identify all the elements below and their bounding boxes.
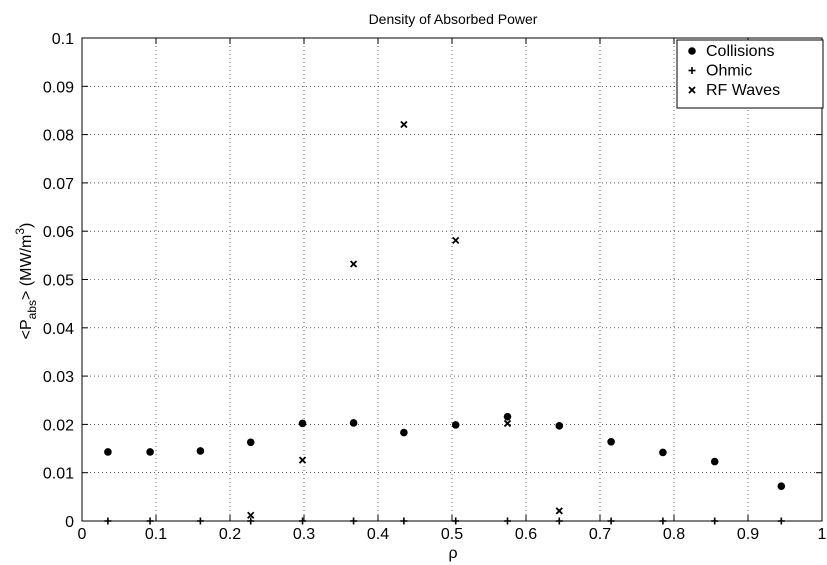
legend-item-ohmic-marker bbox=[688, 67, 696, 74]
y-axis-label-prefix: <P bbox=[18, 319, 35, 339]
rf-waves-point-b bbox=[349, 260, 358, 268]
ohmic-point bbox=[555, 517, 563, 525]
legend-box bbox=[676, 39, 824, 109]
y-axis-label-subscript: abs bbox=[25, 300, 39, 319]
y-tick-label: 0.05 bbox=[43, 273, 74, 290]
rf-waves-point bbox=[349, 260, 358, 268]
x-tick-label: 0.9 bbox=[737, 526, 759, 543]
ohmic-point bbox=[504, 517, 511, 525]
rf-waves-point bbox=[503, 419, 512, 428]
rf-waves-point-b bbox=[555, 507, 563, 515]
rf-waves-point-b bbox=[503, 419, 512, 428]
data-marks-layer bbox=[104, 120, 786, 525]
rf-waves-point-b bbox=[400, 120, 408, 129]
x-tick-label: 0.4 bbox=[367, 526, 389, 543]
ohmic-point bbox=[247, 517, 255, 525]
collisions-point bbox=[451, 421, 460, 429]
x-tick-label: 0.7 bbox=[589, 526, 611, 543]
chart-title: Density of Absorbed Power bbox=[369, 11, 538, 27]
legend-item-rf-waves-label: RF Waves bbox=[706, 82, 780, 99]
rf-waves-point-b bbox=[247, 511, 255, 519]
ohmic-point bbox=[196, 517, 204, 525]
collisions-point bbox=[246, 438, 255, 447]
x-tick-label: 0.2 bbox=[219, 526, 241, 543]
x-tick-label: 0.6 bbox=[515, 526, 537, 543]
y-tick-label: 0.02 bbox=[43, 417, 74, 434]
legend: Collisions Ohmic RF Waves bbox=[676, 39, 824, 109]
y-axis-label: <Pabs> (MW/m3) bbox=[13, 223, 39, 340]
rf-waves-point bbox=[298, 456, 307, 464]
y-axis-label-suffix: ) bbox=[18, 223, 35, 228]
x-tick-label: 0.3 bbox=[293, 526, 315, 543]
collisions-point bbox=[503, 412, 512, 421]
legend-item-rf-waves-marker bbox=[688, 86, 696, 94]
x-tick-label: 0 bbox=[78, 526, 87, 543]
ohmic-point bbox=[777, 517, 785, 525]
collisions-point bbox=[298, 419, 307, 428]
collisions-point bbox=[400, 428, 408, 437]
ohmic-point bbox=[400, 517, 408, 525]
y-tick-label: 0.08 bbox=[43, 128, 74, 145]
ohmic-point bbox=[452, 517, 460, 525]
collisions-point bbox=[196, 447, 205, 455]
x-tick-label: 1 bbox=[818, 526, 827, 543]
y-tick-label: 0.06 bbox=[43, 224, 74, 241]
x-tick-label: 0.5 bbox=[441, 526, 463, 543]
rf-waves-point bbox=[400, 120, 408, 129]
collisions-point bbox=[607, 437, 615, 446]
ohmic-point bbox=[299, 517, 307, 525]
y-tick-label: 0.1 bbox=[52, 31, 74, 48]
rf-waves-point-b bbox=[298, 456, 307, 464]
rf-waves-point bbox=[452, 236, 460, 245]
y-axis-label-superscript: 3 bbox=[13, 228, 27, 235]
y-tick-label: 0 bbox=[65, 514, 74, 531]
y-axis-label-middle: > (MW/m bbox=[18, 235, 35, 300]
ohmic-point bbox=[711, 517, 719, 525]
collisions-point bbox=[146, 448, 154, 456]
legend-item-ohmic-label: Ohmic bbox=[706, 63, 752, 80]
ohmic-point bbox=[146, 517, 154, 525]
rf-waves-point bbox=[555, 507, 563, 515]
y-tick-label: 0.03 bbox=[43, 369, 74, 386]
collisions-point bbox=[349, 419, 358, 427]
x-tick-label: 0.8 bbox=[663, 526, 685, 543]
rf-waves-point bbox=[247, 511, 255, 519]
collisions-point bbox=[659, 448, 667, 457]
collisions-point bbox=[777, 482, 786, 491]
y-tick-label: 0.01 bbox=[43, 466, 74, 483]
legend-item-collisions-marker bbox=[688, 47, 696, 55]
ticks-layer: 0 0.1 0.2 0.3 0.4 0.5 0.6 0.7 0.8 0.9 1 0 0.01 0.02 0.… bbox=[43, 31, 827, 543]
collisions-point bbox=[710, 457, 719, 466]
collisions-point bbox=[555, 422, 564, 430]
legend-item-rf-waves-marker-b bbox=[688, 86, 696, 94]
y-tick-label: 0.07 bbox=[43, 176, 74, 193]
collisions-point bbox=[104, 448, 112, 456]
x-tick-label: 0.1 bbox=[145, 526, 167, 543]
ohmic-point bbox=[350, 517, 358, 525]
x-axis-label: ρ bbox=[448, 545, 457, 562]
ohmic-point bbox=[104, 517, 112, 525]
ohmic-point bbox=[659, 517, 667, 525]
y-tick-label: 0.04 bbox=[43, 321, 74, 338]
legend-item-collisions-label: Collisions bbox=[706, 43, 774, 60]
y-tick-label: 0.09 bbox=[43, 79, 74, 96]
rf-waves-point-b bbox=[452, 236, 460, 245]
ohmic-point bbox=[607, 517, 615, 525]
